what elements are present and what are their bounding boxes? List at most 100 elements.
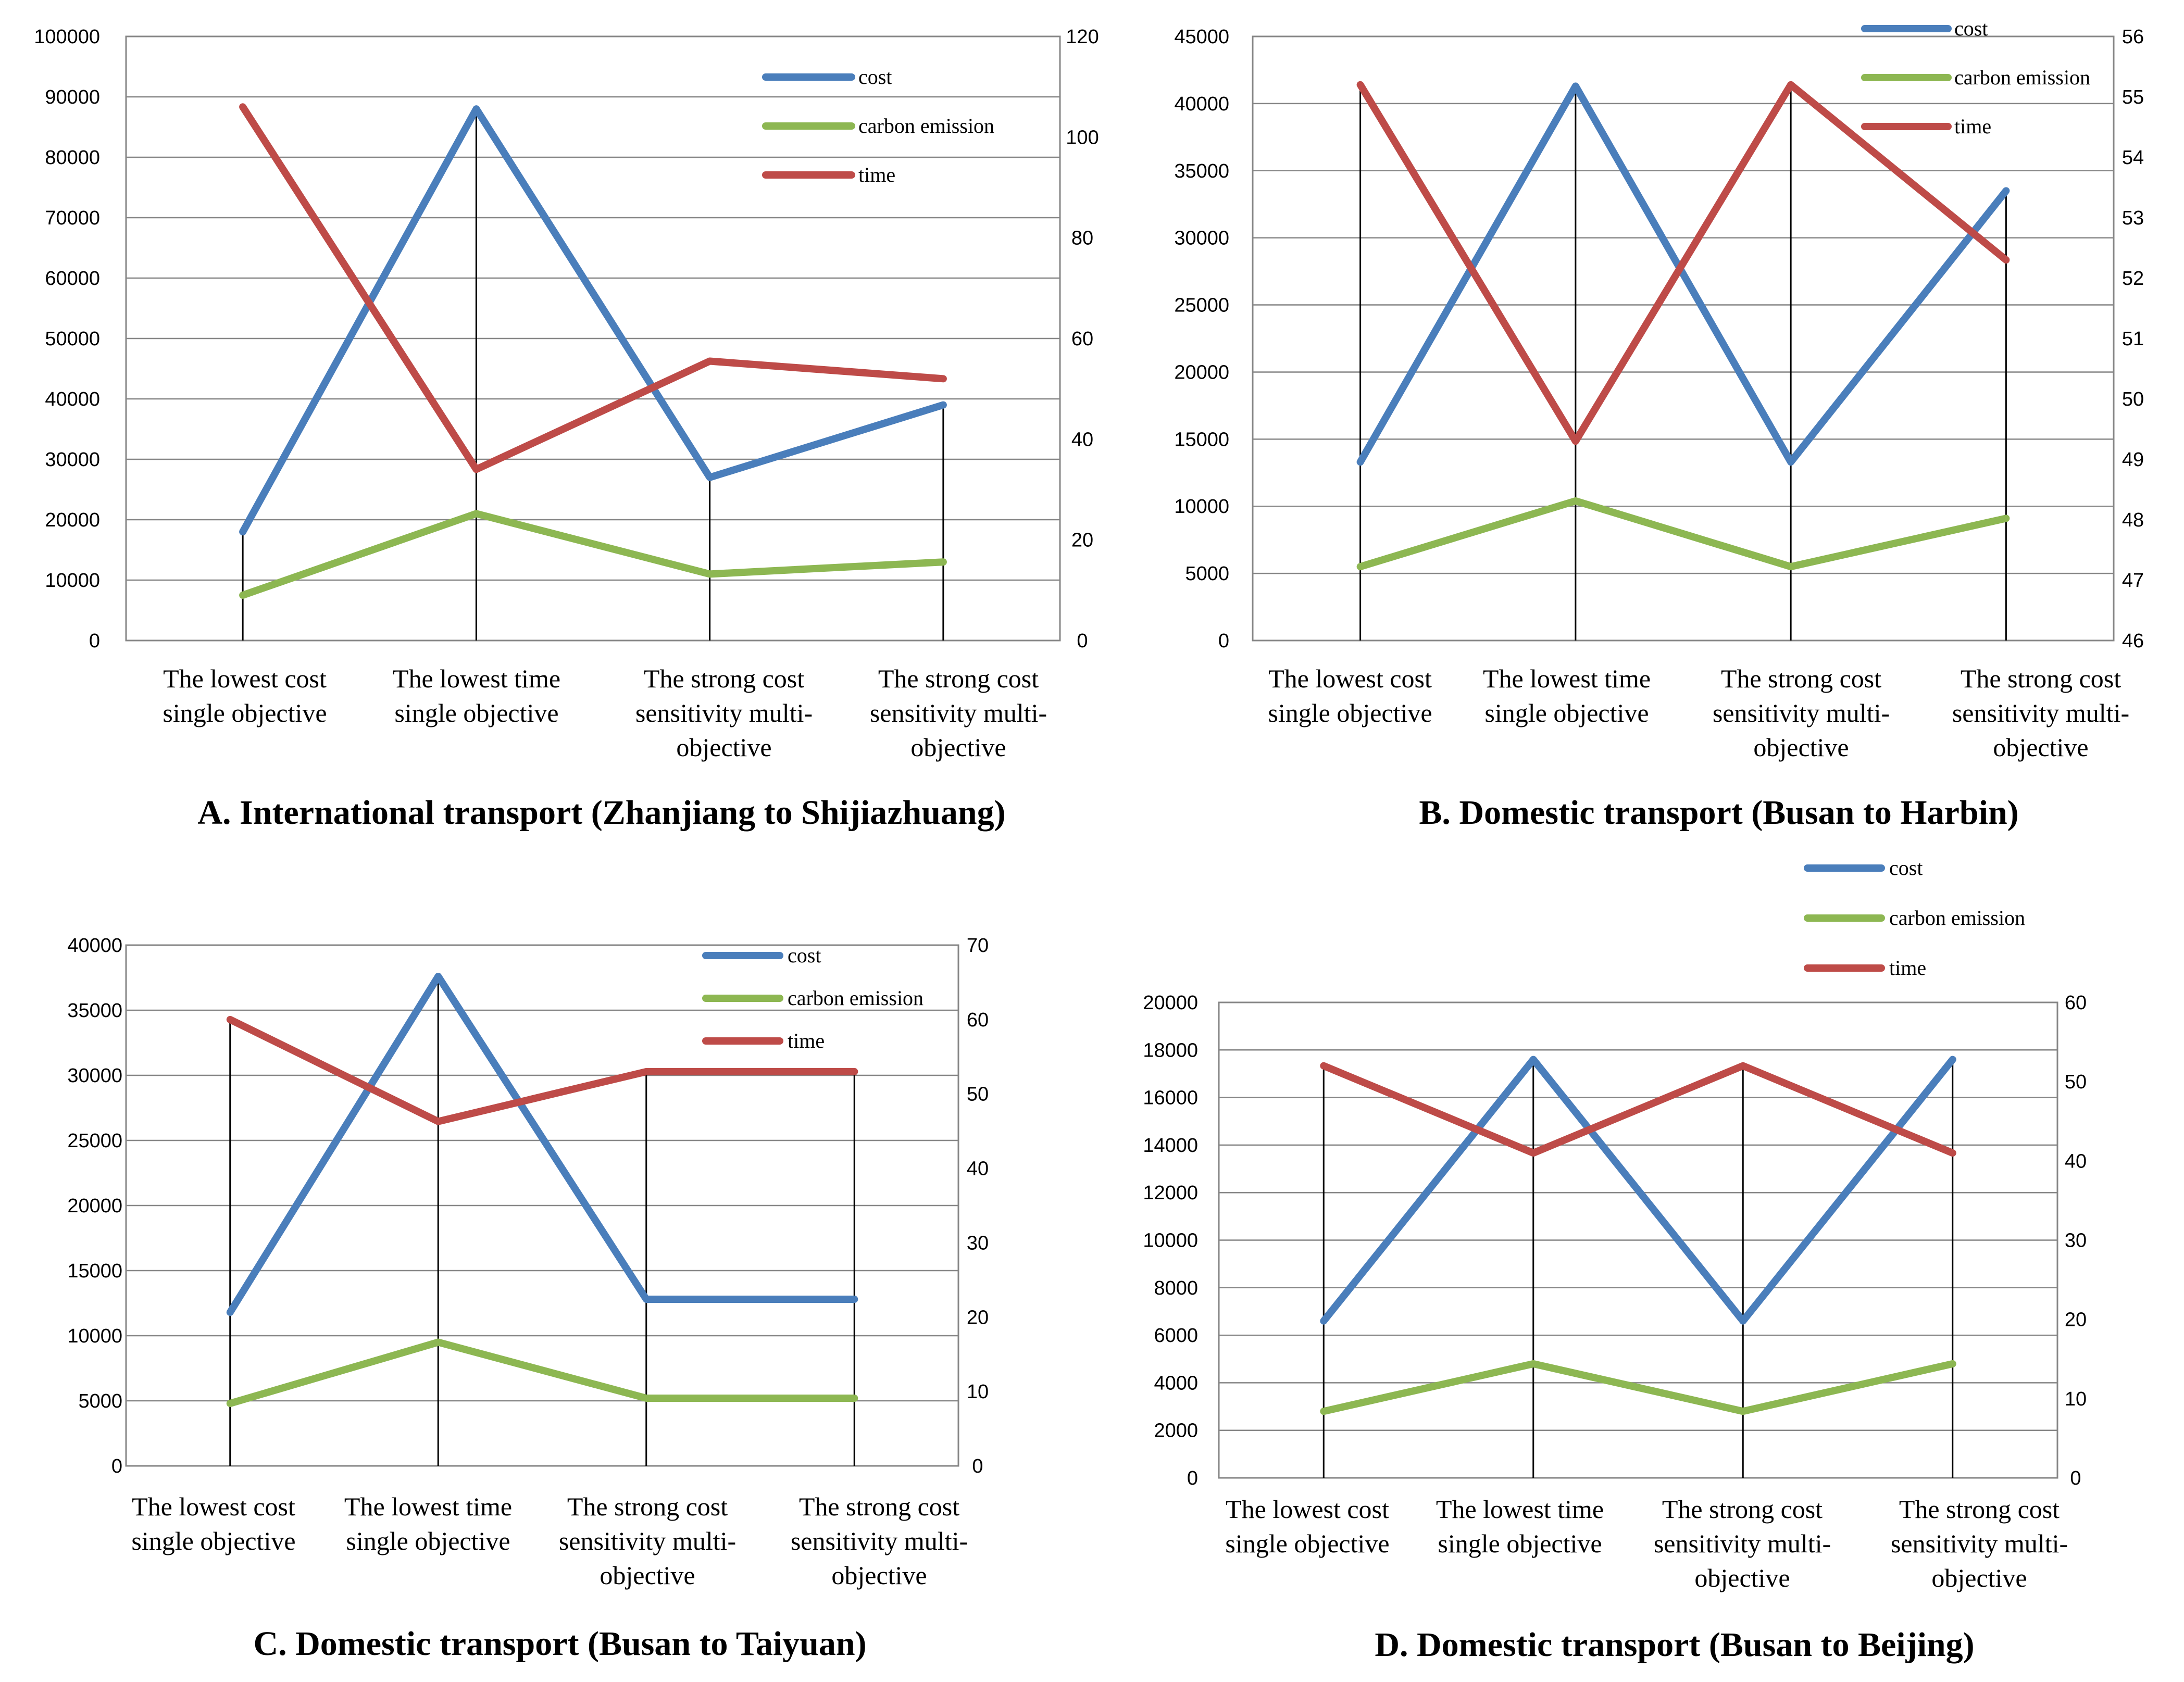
- chart-a: 0 10000 20000 30000 40000 50000 60000 70000 8000…: [34, 26, 1099, 832]
- chart-caption: D. Domestic transport (Busan to Beijing): [1375, 1626, 1974, 1664]
- series-line-carbon-emission: [1320, 1360, 1956, 1415]
- x-category-label: The strong cost sensitivity multi-objecti…: [635, 664, 813, 762]
- legend-label-cost: cost: [858, 65, 892, 89]
- series-line-time: [1356, 81, 2010, 445]
- data-point-carbon-emission: [1789, 565, 1793, 569]
- y-left-tick-label: 5000: [1185, 563, 1229, 585]
- y-right-tick-label: 49: [2122, 449, 2144, 471]
- x-category-label: The strong cost sensitivity multi-objecti…: [870, 664, 1047, 762]
- data-point-cost: [1951, 1058, 1954, 1061]
- data-point-time: [241, 105, 245, 109]
- y-left-tick-label: 0: [89, 630, 100, 652]
- chart-caption: B. Domestic transport (Busan to Harbin): [1419, 794, 2018, 832]
- x-category-label: The lowest cost single objective: [1225, 1495, 1389, 1558]
- y-left-tick-label: 20000: [45, 509, 100, 531]
- y-left-tick-label: 10000: [1143, 1230, 1198, 1252]
- data-point-time: [475, 468, 478, 471]
- legend-label-carbon-emission: carbon emission: [1954, 66, 2090, 89]
- y-left-tick-label: 20000: [67, 1195, 122, 1217]
- legend-label-cost: cost: [788, 944, 821, 967]
- x-category-label-line: The strong cost: [1662, 1495, 1823, 1524]
- series-line-cost: [1320, 1056, 1956, 1325]
- x-category-label-line: single objective: [1484, 698, 1649, 727]
- legend-label-carbon-emission: carbon emission: [1889, 906, 2025, 930]
- data-point-cost: [228, 1311, 232, 1314]
- y-right-tick-label: 40: [1071, 429, 1093, 450]
- y-right-tick-label: 50: [2122, 388, 2144, 410]
- data-point-carbon-emission: [1741, 1410, 1745, 1413]
- y-right-tick-label: 47: [2122, 570, 2144, 592]
- y-right-tick-label: 60: [2065, 992, 2087, 1014]
- x-category-label-line: The lowest cost: [1226, 1495, 1389, 1524]
- data-point-carbon-emission: [941, 560, 945, 564]
- data-point-cost: [853, 1298, 856, 1301]
- y-left-tick-label: 80000: [45, 147, 100, 169]
- x-category-label-line: single objective: [131, 1526, 295, 1555]
- x-category-label-line: The strong cost: [644, 664, 804, 693]
- data-point-carbon-emission: [644, 1397, 648, 1400]
- y-left-tick-label: 30000: [45, 449, 100, 471]
- x-category-label-line: single objective: [346, 1526, 510, 1555]
- y-right-tick-label: 120: [1066, 26, 1099, 48]
- y-right-tick-label: 40: [2065, 1150, 2087, 1172]
- data-point-time: [708, 359, 712, 363]
- series-line-carbon-emission: [1356, 497, 2010, 571]
- series-line-time: [226, 1015, 858, 1125]
- x-category-label-line: objective: [910, 733, 1006, 762]
- y-right-tick-label: 50: [2065, 1071, 2087, 1093]
- plot-area-border: [125, 944, 959, 1467]
- y-left-tick-label: 40000: [67, 935, 122, 957]
- series-line-cost: [226, 973, 858, 1316]
- data-point-cost: [941, 403, 945, 407]
- x-category-label-line: objective: [600, 1561, 695, 1590]
- x-category-label-line: sensitivity multi-: [791, 1526, 968, 1555]
- data-point-time: [941, 377, 945, 381]
- data-point-carbon-emission: [1322, 1410, 1326, 1413]
- series-line-carbon-emission: [226, 1338, 858, 1407]
- y-right-tick-label: 0: [972, 1455, 983, 1477]
- x-category-label: The lowest time single objective: [1483, 664, 1651, 727]
- x-category-label-line: The lowest time: [1483, 664, 1651, 693]
- data-point-cost: [1741, 1319, 1745, 1323]
- data-point-carbon-emission: [2004, 517, 2008, 520]
- data-point-time: [1789, 83, 1793, 86]
- x-category-label-line: sensitivity multi-: [1654, 1529, 1831, 1558]
- data-point-time: [436, 1120, 440, 1123]
- data-point-time: [228, 1018, 232, 1021]
- y-right-tick-label: 52: [2122, 268, 2144, 290]
- y-left-tick-label: 35000: [67, 1000, 122, 1022]
- y-right-tick-label: 20: [967, 1307, 989, 1328]
- data-point-cost: [1789, 460, 1793, 464]
- data-point-time: [2004, 258, 2008, 262]
- y-right-tick-label: 60: [1071, 328, 1093, 350]
- data-point-cost: [2004, 189, 2008, 193]
- legend-label-time: time: [1954, 115, 1991, 138]
- y-left-tick-label: 45000: [1174, 26, 1229, 48]
- y-right-tick-label: 20: [2065, 1309, 2087, 1331]
- plot-area-border: [1252, 35, 2115, 642]
- data-point-carbon-emission: [1574, 499, 1577, 503]
- y-left-tick-label: 0: [111, 1455, 122, 1477]
- x-category-label: The strong cost sensitivity multi-objecti…: [1952, 664, 2129, 762]
- x-category-label-line: objective: [1694, 1563, 1790, 1592]
- y-right-tick-label: 60: [967, 1009, 989, 1031]
- legend-label-cost: cost: [1954, 17, 1988, 40]
- data-point-time: [644, 1070, 648, 1073]
- data-point-cost: [1574, 84, 1577, 88]
- x-category-label: The lowest cost single objective: [163, 664, 327, 727]
- x-category-label-line: objective: [831, 1561, 927, 1590]
- y-right-tick-label: 30: [967, 1232, 989, 1254]
- y-left-tick-label: 16000: [1143, 1087, 1198, 1109]
- data-point-cost: [1322, 1319, 1326, 1323]
- x-category-label-line: The lowest time: [344, 1492, 512, 1521]
- y-right-tick-label: 80: [1071, 228, 1093, 249]
- chart-b: 0 5000 10000 15000 20000 25000 30000 35000 40000…: [1174, 17, 2144, 832]
- y-right-tick-label: 51: [2122, 328, 2144, 350]
- x-category-label-line: objective: [1753, 733, 1849, 762]
- x-category-label-line: objective: [676, 733, 771, 762]
- y-right-tick-label: 53: [2122, 207, 2144, 229]
- x-category-label-line: The lowest cost: [1268, 664, 1432, 693]
- chart-caption: A. International transport (Zhanjiang to…: [197, 794, 1005, 832]
- x-category-label-line: sensitivity multi-: [635, 698, 813, 727]
- y-left-tick-label: 10000: [45, 570, 100, 592]
